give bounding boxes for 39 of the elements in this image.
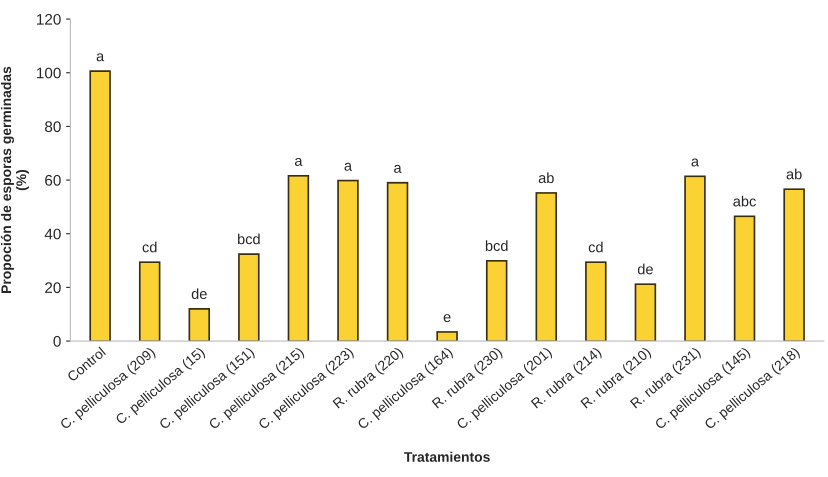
y-tick-label: 40: [44, 228, 61, 240]
bar: [138, 261, 160, 342]
bar: [89, 70, 111, 342]
annotation: ab: [538, 172, 554, 184]
annotation: a: [294, 158, 302, 166]
annotation: de: [192, 288, 207, 300]
annotation: cd: [588, 242, 603, 252]
y-tick-label: 20: [45, 282, 61, 294]
annotation: ab: [786, 168, 802, 180]
annotation: a: [96, 53, 104, 62]
annotation: abc: [733, 196, 756, 206]
annotation: bcd: [486, 240, 508, 252]
bar: [734, 215, 756, 342]
x-axis-title: Tratamientos: [404, 452, 490, 462]
annotation: a: [394, 164, 402, 173]
bar: [585, 261, 607, 342]
annotation: bcd: [238, 234, 260, 244]
y-tick-label: 0: [53, 336, 61, 347]
bar: [634, 283, 656, 342]
bar: [486, 260, 508, 342]
annotation: a: [692, 158, 700, 166]
bar: [783, 188, 805, 342]
bar: [337, 180, 359, 342]
annotation: cd: [142, 242, 156, 252]
y-tick-label: 80: [45, 121, 61, 132]
bar: [536, 192, 558, 342]
y-tick-label: 100: [37, 68, 61, 78]
bar: [288, 174, 310, 342]
y-tick-label: 120: [37, 14, 61, 25]
bar: [436, 331, 458, 342]
y-tick-label: 60: [45, 174, 61, 186]
bar: [188, 308, 210, 342]
annotation: e: [444, 314, 451, 322]
annotation: a: [344, 162, 352, 171]
bar: [386, 182, 408, 342]
y-axis-title: Propoción de esporas germinadas (%): [0, 66, 29, 293]
bar: [238, 253, 260, 342]
bar: [684, 175, 706, 342]
annotation: de: [638, 264, 653, 274]
